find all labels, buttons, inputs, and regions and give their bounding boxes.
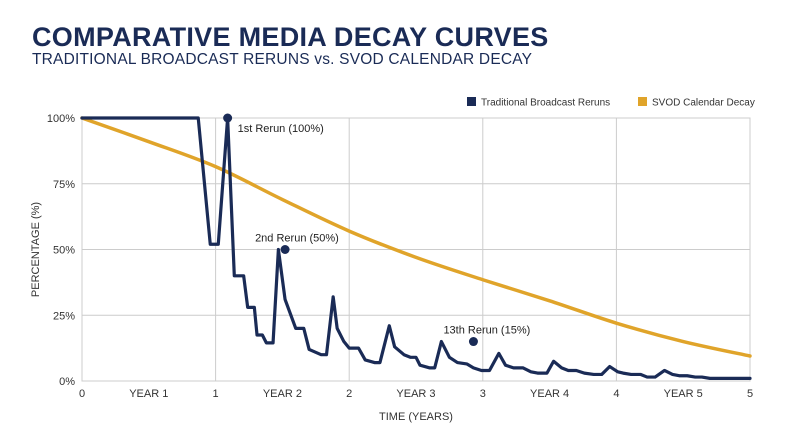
annotation-marker	[223, 113, 233, 123]
y-tick-label: 0%	[59, 376, 75, 388]
y-axis-ticks: 0% 25% 50% 75% 100%	[47, 113, 75, 388]
annotation-label: 13th Rerun (15%)	[443, 325, 530, 337]
x-tick-label: 0	[79, 388, 85, 400]
grid	[81, 117, 751, 382]
legend-label: Traditional Broadcast Reruns	[481, 98, 610, 109]
legend-label: SVOD Calendar Decay	[652, 98, 755, 109]
x-tick-label: 4	[613, 388, 619, 400]
series-line-broadcast-reruns	[80, 116, 752, 380]
x-tick-label: YEAR 5	[664, 388, 703, 400]
annotation-label: 1st Rerun (100%)	[238, 123, 324, 135]
x-tick-label: 5	[747, 388, 753, 400]
x-tick-label: YEAR 1	[129, 388, 168, 400]
y-tick-label: 75%	[53, 179, 75, 191]
legend: Traditional Broadcast Reruns SVOD Calenda…	[467, 97, 755, 109]
annotation-marker	[280, 245, 290, 254]
chart-subtitle: TRADITIONAL BROADCAST RERUNS vs. SVOD CA…	[32, 51, 533, 68]
y-tick-label: 25%	[53, 310, 75, 322]
series-lines	[80, 116, 752, 380]
x-axis-ticks: 0 YEAR 1 1 YEAR 2 2 YEAR 3 3 YEAR 4 4 YEAR 5 5	[79, 388, 753, 400]
y-axis-label: PERCENTAGE (%)	[30, 202, 42, 297]
legend-swatch	[638, 97, 647, 106]
y-tick-label: 100%	[47, 113, 75, 125]
annotations: 1st Rerun (100%) 2nd Rerun (50%) 13th Reru…	[223, 113, 530, 347]
legend-swatch	[467, 97, 476, 106]
chart-title: COMPARATIVE MEDIA DECAY CURVES	[32, 22, 549, 52]
annotation-label: 2nd Rerun (50%)	[255, 233, 339, 245]
annotation-marker	[468, 337, 478, 347]
x-tick-label: YEAR 4	[530, 388, 569, 400]
x-tick-label: YEAR 2	[263, 388, 302, 400]
series-line-svod-decay	[80, 116, 752, 358]
x-tick-label: 3	[480, 388, 486, 400]
y-tick-label: 50%	[53, 245, 75, 257]
x-tick-label: 1	[213, 388, 219, 400]
x-tick-label: YEAR 3	[396, 388, 435, 400]
x-tick-label: 2	[346, 388, 352, 400]
x-axis-label: TIME (YEARS)	[379, 411, 453, 423]
